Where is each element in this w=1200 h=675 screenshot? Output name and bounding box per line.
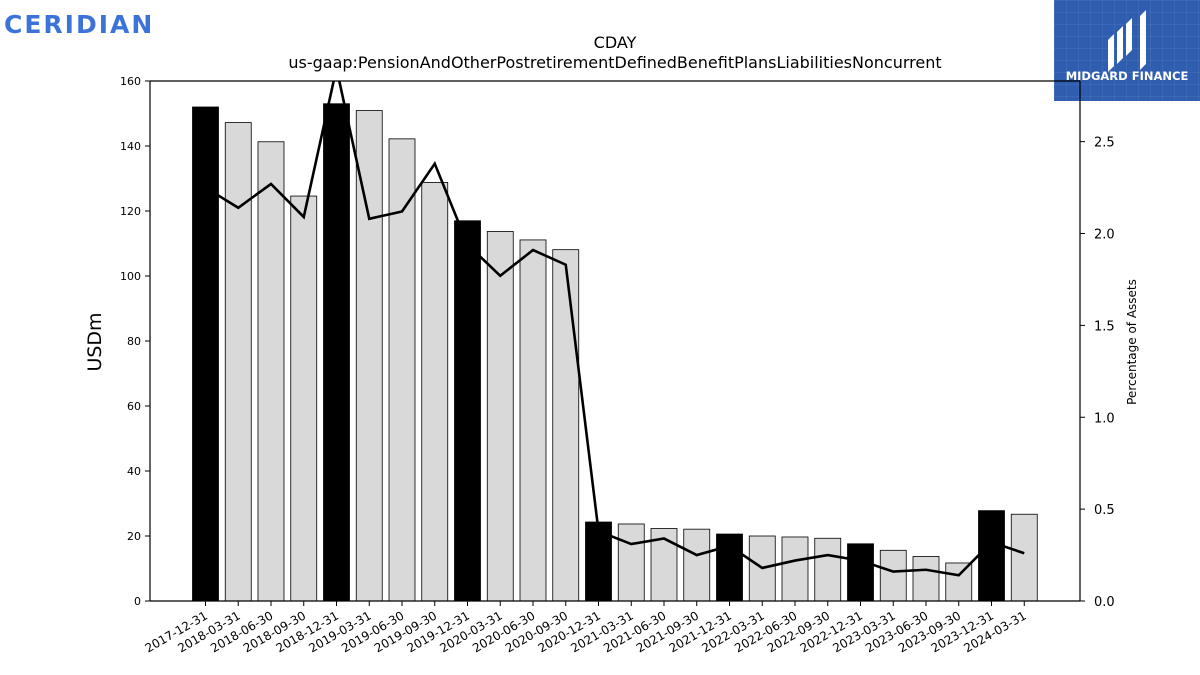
bar xyxy=(224,122,252,602)
bar xyxy=(290,195,318,602)
bar xyxy=(978,510,1005,602)
bar xyxy=(945,562,973,602)
bar xyxy=(912,556,940,602)
brand-badge-text: MIDGARD FINANCE xyxy=(1065,69,1189,83)
y2-tick-label: 2.0 xyxy=(1094,228,1115,243)
bar xyxy=(1010,513,1038,602)
y-tick-label: 140 xyxy=(120,140,141,153)
company-logo: CERIDIAN xyxy=(4,10,155,39)
chart-title: CDAY xyxy=(594,33,637,52)
y-tick-label: 100 xyxy=(120,270,141,283)
y-axis-label: USDm xyxy=(84,312,106,371)
bar xyxy=(323,103,350,602)
bar xyxy=(552,249,580,602)
y-tick-label: 0 xyxy=(134,595,141,608)
bar xyxy=(486,231,514,602)
bar xyxy=(388,138,416,602)
bar xyxy=(781,536,809,602)
percentage-line xyxy=(204,81,1025,577)
y2-tick-label: 1.5 xyxy=(1094,319,1115,334)
y-tick-label: 160 xyxy=(120,75,141,88)
bar xyxy=(617,523,645,602)
y2-tick-label: 0.0 xyxy=(1094,595,1115,610)
y2-tick-label: 1.0 xyxy=(1094,411,1115,426)
bar xyxy=(847,543,874,602)
y2-tick-label: 0.5 xyxy=(1094,503,1115,518)
bar xyxy=(519,239,547,602)
bar xyxy=(454,220,481,602)
bar xyxy=(814,537,842,602)
y2-axis-label: Percentage of Assets xyxy=(1125,279,1139,405)
bar xyxy=(257,141,285,602)
bar xyxy=(192,106,219,602)
bar xyxy=(716,533,743,602)
y-tick-label: 40 xyxy=(127,465,141,478)
y-tick-label: 20 xyxy=(127,530,141,543)
bar xyxy=(879,549,907,602)
bar xyxy=(683,528,711,602)
bar xyxy=(355,110,383,602)
bar xyxy=(421,181,449,602)
y2-tick-label: 2.5 xyxy=(1094,136,1115,151)
y-tick-label: 120 xyxy=(120,205,141,218)
chart-subtitle: us-gaap:PensionAndOtherPostretirementDef… xyxy=(288,53,941,72)
y-tick-label: 80 xyxy=(127,335,141,348)
brand-badge: MIDGARD FINANCE xyxy=(1054,0,1200,101)
y-tick-label: 60 xyxy=(127,400,141,413)
brand-logo-icon xyxy=(1108,10,1146,72)
